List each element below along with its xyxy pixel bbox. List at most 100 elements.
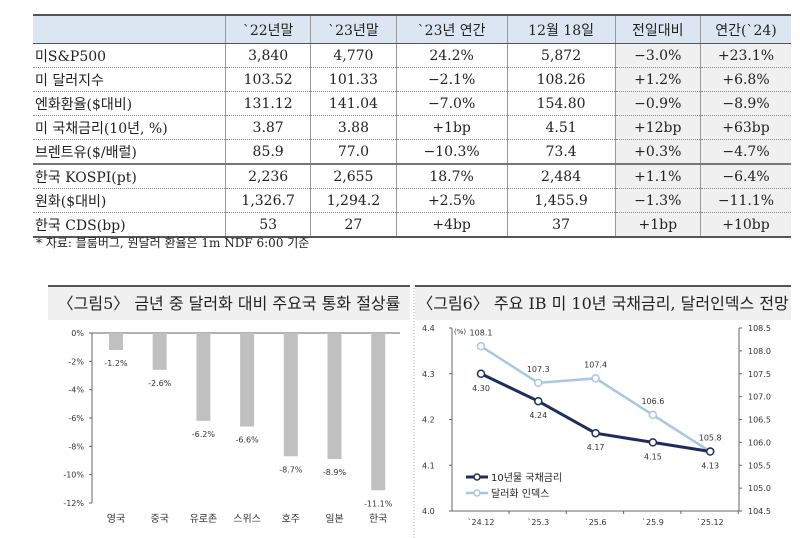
- y2-tick-label: 104.5: [748, 507, 771, 516]
- table-cell: 103.52: [224, 67, 311, 92]
- data-point: [476, 369, 486, 378]
- table-cell: 24.2%: [395, 43, 508, 68]
- table-row: 브렌트유($/배럴) 85.9 77.0 −10.3% 73.4 +0.3% −4.7%: [33, 139, 791, 165]
- table-cell: −6.4%: [700, 164, 791, 189]
- y-tick-label: 4.0: [422, 507, 435, 516]
- series-line: [480, 372, 711, 454]
- data-label: 4.13: [701, 462, 719, 471]
- data-label: 107.4: [584, 360, 607, 369]
- table-cell: 2,236: [224, 164, 311, 189]
- table-cell: +1.2%: [614, 67, 701, 92]
- data-point: [591, 428, 600, 438]
- table-cell: −2.1%: [395, 67, 508, 92]
- table-cell: +1bp: [395, 115, 508, 140]
- data-label: -2.6%: [148, 379, 172, 388]
- table-cell: 131.12: [224, 91, 311, 116]
- table-cell: 브렌트유($/배럴): [33, 139, 226, 165]
- column-header: `22년말: [224, 15, 311, 44]
- data-label: -6.2%: [192, 430, 216, 439]
- table-cell: +10bp: [700, 212, 791, 238]
- data-point: [476, 342, 486, 351]
- bar: [109, 333, 123, 350]
- y2-tick-label: 105.0: [748, 484, 771, 493]
- y-tick-label: -4%: [68, 386, 84, 395]
- x-tick-label: 중국: [150, 513, 168, 525]
- data-label: 4.15: [644, 452, 662, 461]
- data-label: 105.8: [699, 434, 722, 443]
- y-tick-label: -12%: [63, 499, 84, 508]
- table-cell: 미 국채금리(10년, %): [33, 115, 226, 140]
- y2-tick-label: 107.5: [748, 370, 771, 379]
- table-row: 한국 KOSPI(pt) 2,236 2,655 18.7% 2,484 +1.1% −6.…: [33, 164, 791, 189]
- y2-tick-label: 107.0: [748, 393, 771, 402]
- table-cell: 108.26: [506, 67, 616, 92]
- x-tick-label: 일본: [325, 513, 343, 525]
- table-cell: −4.7%: [700, 139, 791, 165]
- y-tick-label: -2%: [68, 357, 84, 366]
- bar: [196, 333, 211, 421]
- y-tick-label: 4.1: [422, 461, 435, 470]
- data-label: 107.3: [527, 365, 550, 374]
- table-cell: 85.9: [224, 139, 311, 165]
- x-tick-label: 한국: [369, 513, 387, 525]
- bar: [327, 333, 342, 460]
- table-cell: 3.87: [224, 115, 311, 140]
- table-cell: +1.1%: [614, 164, 701, 189]
- data-label: -8.7%: [279, 465, 303, 474]
- table-cell: −1.3%: [614, 188, 701, 213]
- x-tick-label: `25.6: [585, 517, 607, 527]
- table-cell: 5,872: [506, 43, 616, 68]
- table-row: 원화($대비) 1,326.7 1,294.2 +2.5% 1,455.9 −1.3% −1…: [33, 188, 791, 213]
- data-label: 4.17: [587, 443, 605, 452]
- table-cell: 2,484: [506, 164, 616, 189]
- table-cell: 37: [506, 212, 616, 238]
- table-row: 미 달러지수 103.52 101.33 −2.1% 108.26 +1.2% +6.8%: [33, 67, 791, 92]
- data-label: 4.24: [529, 411, 547, 420]
- bar: [283, 333, 298, 457]
- y-tick-label: 4.4: [422, 324, 435, 333]
- table-cell: 4,770: [310, 43, 397, 68]
- x-tick-label: 스위스: [233, 512, 261, 525]
- table-cell: −11.1%: [700, 188, 791, 213]
- data-label: -11.1%: [364, 499, 393, 508]
- table-cell: 미 달러지수: [33, 67, 226, 92]
- data-label: 108.1: [470, 328, 493, 337]
- chart5-title: 〈그림5〉 금년 중 달러화 대비 주요국 통화 절상률: [48, 285, 410, 320]
- y-tick-label: 4.3: [422, 370, 435, 379]
- table-cell: 원화($대비): [33, 188, 226, 213]
- x-tick-label: `25.3: [527, 517, 549, 527]
- table-cell: 미S&P500: [33, 43, 226, 68]
- table-cell: −8.9%: [700, 91, 791, 116]
- data-point: [534, 378, 543, 388]
- data-label: 106.6: [641, 397, 664, 406]
- legend-marker: [473, 473, 481, 481]
- table-cell: 101.33: [310, 67, 397, 92]
- table-row: 한국 CDS(bp) 53 27 +4bp 37 +1bp +10bp: [33, 212, 791, 238]
- table-cell: 3.88: [310, 115, 397, 140]
- table-note: * 자료: 블룸버그, 원달러 환율은 1m NDF 6:00 기준: [36, 236, 310, 250]
- y-tick-label: -10%: [63, 471, 84, 480]
- market-table: `22년말 `23년말 `23년 연간 12월 18일 전일대비 연간(`24) 미S&P5…: [33, 14, 791, 238]
- column-header: 12월 18일: [506, 15, 616, 44]
- table-cell: +0.3%: [614, 139, 701, 165]
- y2-tick-label: 106.0: [748, 438, 771, 447]
- x-tick-label: `25.9: [642, 517, 664, 527]
- table-cell: +4bp: [395, 212, 508, 238]
- table-cell: 141.04: [310, 91, 397, 116]
- table-cell: 한국 KOSPI(pt): [33, 164, 226, 189]
- legend-marker: [473, 489, 481, 497]
- chart6-title: 〈그림6〉 주요 IB 미 10년 국채금리, 달러인덱스 전망: [415, 285, 791, 320]
- data-label: 4.30: [472, 384, 490, 393]
- table-cell: +6.8%: [700, 67, 791, 92]
- y-tick-label: 4.2: [422, 416, 435, 425]
- table-cell: 4.51: [506, 115, 616, 140]
- table-cell: 2,655: [310, 164, 397, 189]
- table-cell: +23.1%: [700, 43, 791, 68]
- y-tick-label: -6%: [68, 414, 84, 423]
- bar: [371, 333, 386, 491]
- y-tick-label: -8%: [68, 442, 84, 451]
- legend-label: 달러화 인덱스: [491, 488, 549, 500]
- x-tick-label: 유로존: [190, 513, 218, 525]
- table-cell: 3,840: [224, 43, 311, 68]
